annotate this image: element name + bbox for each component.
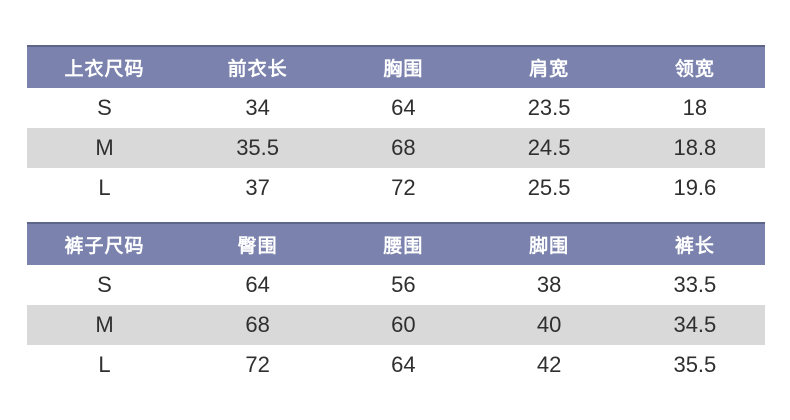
measurement-cell: 38 <box>473 265 625 305</box>
measurement-cell: 68 <box>181 305 334 345</box>
top-sizes-header-row: 上衣尺码 前衣长 胸围 肩宽 领宽 <box>27 45 765 88</box>
table-row: M 68 60 40 34.5 <box>27 305 765 345</box>
measurement-header: 裤长 <box>624 222 765 265</box>
measurement-header: 肩宽 <box>473 45 625 88</box>
size-label-header: 上衣尺码 <box>27 45 182 88</box>
measurement-cell: 42 <box>473 345 625 385</box>
measurement-cell: 68 <box>333 128 474 168</box>
size-label-header: 裤子尺码 <box>27 222 182 265</box>
measurement-header: 臀围 <box>181 222 334 265</box>
top-sizes-table: 上衣尺码 前衣长 胸围 肩宽 领宽 S 34 64 23.5 18 M 35.5 68 24.5 18.8… <box>27 45 765 208</box>
size-charts-container: 上衣尺码 前衣长 胸围 肩宽 领宽 S 34 64 23.5 18 M 35.5 68 24.5 18.8… <box>27 45 765 385</box>
measurement-cell: 64 <box>333 88 474 128</box>
table-row: L 72 64 42 35.5 <box>27 345 765 385</box>
table-row: S 64 56 38 33.5 <box>27 265 765 305</box>
measurement-cell: 35.5 <box>181 128 334 168</box>
size-cell: M <box>27 128 182 168</box>
pants-sizes-body: S 64 56 38 33.5 M 68 60 40 34.5 L 72 64 42 35.5 <box>27 265 765 385</box>
measurement-header: 腰围 <box>333 222 474 265</box>
size-cell: M <box>27 305 182 345</box>
measurement-cell: 56 <box>333 265 474 305</box>
size-cell: L <box>27 345 182 385</box>
size-cell: S <box>27 88 182 128</box>
measurement-cell: 24.5 <box>473 128 625 168</box>
table-row: S 34 64 23.5 18 <box>27 88 765 128</box>
measurement-cell: 19.6 <box>624 168 765 208</box>
header-row: 上衣尺码 前衣长 胸围 肩宽 领宽 <box>27 45 765 88</box>
measurement-header: 胸围 <box>333 45 474 88</box>
measurement-cell: 72 <box>181 345 334 385</box>
measurement-cell: 40 <box>473 305 625 345</box>
table-row: M 35.5 68 24.5 18.8 <box>27 128 765 168</box>
measurement-cell: 34 <box>181 88 334 128</box>
measurement-cell: 60 <box>333 305 474 345</box>
measurement-cell: 37 <box>181 168 334 208</box>
top-sizes-body: S 34 64 23.5 18 M 35.5 68 24.5 18.8 L 37 72 25.5 19.6 <box>27 88 765 208</box>
size-cell: L <box>27 168 182 208</box>
header-row: 裤子尺码 臀围 腰围 脚围 裤长 <box>27 222 765 265</box>
measurement-cell: 25.5 <box>473 168 625 208</box>
measurement-cell: 64 <box>333 345 474 385</box>
size-cell: S <box>27 265 182 305</box>
pants-sizes-header-row: 裤子尺码 臀围 腰围 脚围 裤长 <box>27 222 765 265</box>
measurement-header: 领宽 <box>624 45 765 88</box>
measurement-cell: 18.8 <box>624 128 765 168</box>
measurement-cell: 72 <box>333 168 474 208</box>
measurement-cell: 23.5 <box>473 88 625 128</box>
measurement-cell: 64 <box>181 265 334 305</box>
measurement-header: 脚围 <box>473 222 625 265</box>
table-row: L 37 72 25.5 19.6 <box>27 168 765 208</box>
measurement-cell: 35.5 <box>624 345 765 385</box>
measurement-cell: 33.5 <box>624 265 765 305</box>
measurement-header: 前衣长 <box>181 45 334 88</box>
measurement-cell: 34.5 <box>624 305 765 345</box>
pants-sizes-table: 裤子尺码 臀围 腰围 脚围 裤长 S 64 56 38 33.5 M 68 60 40 34.5 L 72 64… <box>27 222 765 385</box>
measurement-cell: 18 <box>624 88 765 128</box>
